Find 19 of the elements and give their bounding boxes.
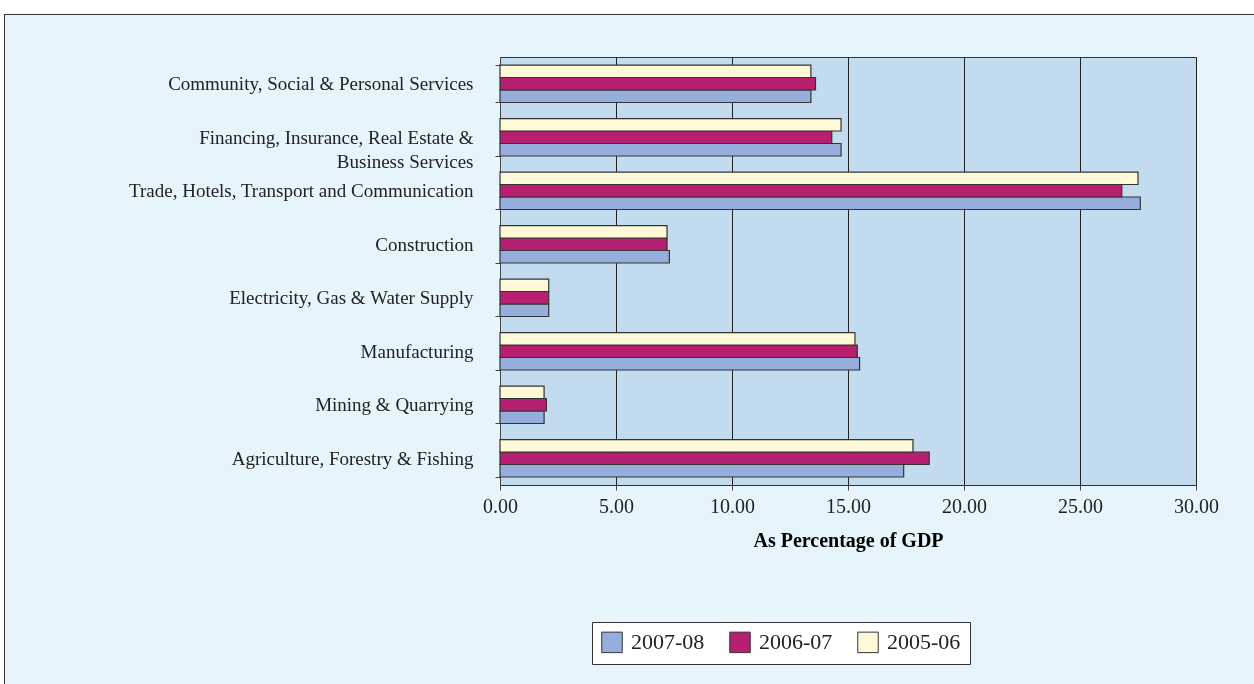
y-tick-label: Agriculture, Forestry & Fishing [231, 447, 474, 469]
x-tick-label: 0.00 [483, 494, 518, 517]
x-tick-label: 10.00 [710, 494, 755, 517]
y-tick-label: Trade, Hotels, Transport and Communication [129, 180, 474, 202]
x-tick-label: 15.00 [826, 494, 871, 517]
x-tick-label: 20.00 [942, 494, 987, 517]
legend-label: 2005-06 [887, 629, 961, 655]
y-tick-label: Manufacturing [360, 340, 474, 362]
x-tick-label: 25.00 [1058, 494, 1103, 517]
y-tick-label: Financing, Insurance, Real Estate & Business Services [199, 126, 474, 172]
x-axis-title: As Percentage of GDP [753, 528, 944, 552]
y-tick-label: Electricity, Gas & Water Supply [229, 287, 474, 309]
y-tick-label: Community, Social & Personal Services [168, 73, 474, 95]
y-tick-label: Mining & Quarrying [315, 394, 474, 416]
legend-label: 2007-08 [631, 629, 705, 655]
y-tick-label: Construction [375, 233, 474, 255]
legend-label: 2006-07 [759, 629, 833, 655]
x-tick-label: 5.00 [599, 494, 634, 517]
x-tick-label: 30.00 [1174, 494, 1219, 517]
